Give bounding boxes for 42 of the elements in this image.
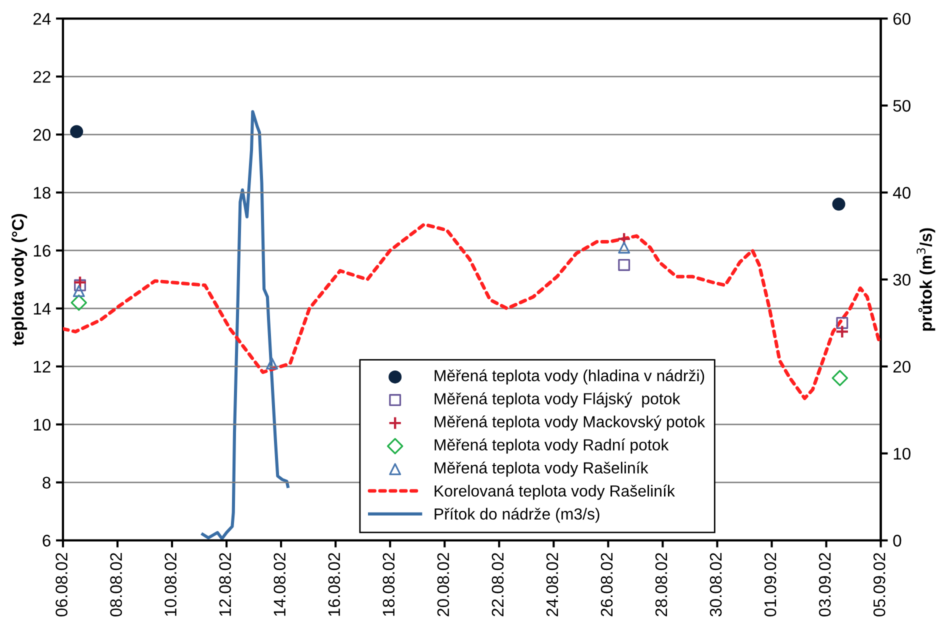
y-axis-title: teplota vody (°C)	[12, 214, 28, 346]
legend-label: Přítok do nádrže (m3/s)	[434, 508, 600, 523]
legend-label: Měřená teplota vody (hladina v nádrži)	[434, 369, 704, 384]
y2-tick-label: 0	[893, 534, 902, 547]
y2-tick-label: 60	[893, 12, 910, 25]
x-tick-label: 14.08.02	[274, 553, 286, 616]
x-tick-label: 26.08.02	[600, 553, 613, 616]
x-tick-label: 10.08.02	[164, 553, 176, 616]
y-tick-label: 8	[42, 476, 50, 489]
legend-label: Korelovaná teplota vody Rašeliník	[434, 484, 675, 500]
y-tick-label: 18	[34, 186, 50, 199]
legend-label: Měřená teplota vody Radní potok	[434, 438, 669, 454]
y-tick-label: 22	[33, 70, 50, 83]
x-tick-label: 08.08.02	[110, 553, 122, 616]
x-tick-label: 18.08.02	[382, 553, 395, 616]
y2-axis-title: průtok (m$^{3}$/s)	[916, 228, 936, 331]
x-tick-label: 05.09.02	[873, 553, 886, 616]
x-tick-label: 03.09.02	[818, 553, 831, 616]
y2-tick-label: 40	[892, 186, 910, 199]
y-tick-label: 6	[42, 534, 50, 547]
legend-label: Měřená teplota vody Rašeliník	[434, 462, 648, 477]
y-tick-label: 20	[33, 128, 51, 141]
x-tick-label: 28.08.02	[655, 553, 668, 616]
x-tick-label: 01.09.02	[764, 553, 776, 616]
x-tick-label: 20.08.02	[437, 553, 450, 616]
x-tick-label: 06.08.02	[56, 553, 68, 616]
legend-label: Měřená teplota vody Flájský potok	[434, 392, 680, 408]
y-tick-label: 24	[33, 12, 51, 25]
y2-tick-label: 50	[893, 100, 910, 112]
x-tick-label: 22.08.02	[492, 553, 504, 616]
x-tick-label: 16.08.02	[328, 553, 340, 616]
y-tick-label: 14	[34, 303, 51, 315]
x-tick-label: 12.08.02	[219, 553, 232, 616]
y-tick-label: 16	[34, 244, 50, 257]
x-tick-label: 30.08.02	[710, 553, 722, 616]
y2-tick-label: 30	[893, 274, 910, 286]
y-tick-label: 12	[34, 360, 50, 372]
y2-tick-label: 10	[894, 448, 910, 460]
x-tick-label: 24.08.02	[546, 553, 558, 616]
y2-tick-label: 20	[893, 360, 910, 373]
legend-label: Měřená teplota vody Mackovský potok	[434, 416, 706, 431]
y-tick-label: 10	[34, 418, 51, 431]
